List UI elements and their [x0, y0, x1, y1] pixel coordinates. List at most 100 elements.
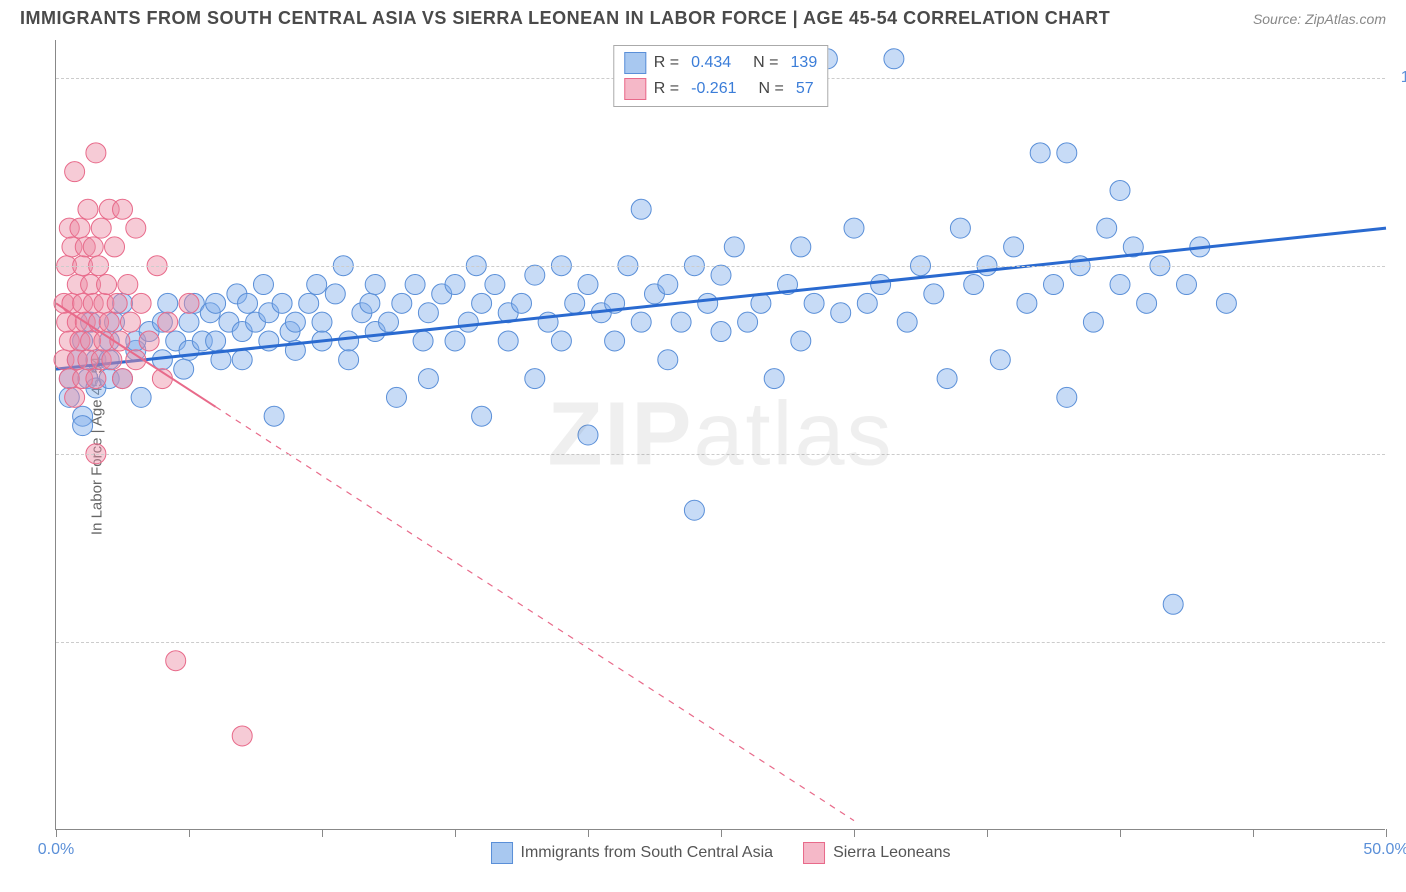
- scatter-point: [658, 350, 678, 370]
- scatter-point: [126, 218, 146, 238]
- scatter-point: [131, 387, 151, 407]
- scatter-point: [65, 162, 85, 182]
- scatter-point: [285, 312, 305, 332]
- scatter-point: [312, 312, 332, 332]
- scatter-point: [791, 237, 811, 257]
- scatter-point: [392, 293, 412, 313]
- scatter-point: [724, 237, 744, 257]
- scatter-point: [97, 275, 117, 295]
- legend-r-value: 0.434: [691, 54, 731, 72]
- scatter-point: [472, 406, 492, 426]
- scatter-point: [70, 218, 90, 238]
- scatter-point: [253, 275, 273, 295]
- scatter-point: [86, 369, 106, 389]
- scatter-point: [764, 369, 784, 389]
- scatter-point: [924, 284, 944, 304]
- x-tick: [854, 829, 855, 837]
- scatter-point: [405, 275, 425, 295]
- legend-swatch: [624, 78, 646, 100]
- scatter-point: [339, 331, 359, 351]
- scatter-point: [1044, 275, 1064, 295]
- x-tick: [588, 829, 589, 837]
- x-tick: [1120, 829, 1121, 837]
- scatter-point: [232, 726, 252, 746]
- scatter-point: [631, 312, 651, 332]
- x-tick: [322, 829, 323, 837]
- legend-item-label: Immigrants from South Central Asia: [521, 844, 774, 862]
- scatter-point: [884, 49, 904, 69]
- scatter-point: [525, 369, 545, 389]
- scatter-point: [658, 275, 678, 295]
- legend-swatch: [803, 842, 825, 864]
- scatter-point: [605, 331, 625, 351]
- scatter-point: [1163, 594, 1183, 614]
- gridline: [56, 454, 1385, 455]
- plot-svg: [56, 40, 1385, 829]
- legend-r-value: -0.261: [691, 80, 736, 98]
- scatter-point: [166, 651, 186, 671]
- scatter-point: [525, 265, 545, 285]
- scatter-point: [578, 425, 598, 445]
- series-legend: Immigrants from South Central AsiaSierra…: [491, 842, 951, 864]
- scatter-point: [1057, 143, 1077, 163]
- x-tick: [189, 829, 190, 837]
- scatter-point: [857, 293, 877, 313]
- scatter-point: [120, 312, 140, 332]
- scatter-point: [791, 331, 811, 351]
- scatter-point: [206, 293, 226, 313]
- scatter-point: [631, 199, 651, 219]
- legend-r-label: R =: [654, 54, 679, 72]
- scatter-point: [684, 500, 704, 520]
- scatter-point: [738, 312, 758, 332]
- scatter-point: [964, 275, 984, 295]
- legend-n-value: 139: [791, 54, 818, 72]
- correlation-legend: R =0.434N =139R =-0.261N =57: [613, 45, 828, 107]
- scatter-point: [113, 199, 133, 219]
- legend-n-label: N =: [759, 80, 784, 98]
- y-tick-label: 100.0%: [1401, 69, 1406, 87]
- scatter-point: [365, 275, 385, 295]
- legend-row: R =-0.261N =57: [624, 76, 817, 102]
- scatter-point: [1177, 275, 1197, 295]
- scatter-point: [86, 143, 106, 163]
- scatter-point: [158, 293, 178, 313]
- scatter-point: [512, 293, 532, 313]
- scatter-point: [139, 331, 159, 351]
- scatter-point: [206, 331, 226, 351]
- scatter-point: [804, 293, 824, 313]
- scatter-point: [299, 293, 319, 313]
- scatter-point: [413, 331, 433, 351]
- scatter-point: [418, 369, 438, 389]
- scatter-point: [107, 293, 127, 313]
- scatter-point: [105, 237, 125, 257]
- scatter-point: [158, 312, 178, 332]
- source-label: Source: ZipAtlas.com: [1253, 11, 1386, 27]
- legend-r-label: R =: [654, 80, 679, 98]
- chart-plot-area: ZIPatlas R =0.434N =139R =-0.261N =57 Im…: [55, 40, 1385, 830]
- legend-n-label: N =: [753, 54, 778, 72]
- legend-row: R = 0.434 N = 139: [624, 50, 817, 76]
- trend-line-extrapolated: [216, 407, 854, 821]
- scatter-point: [551, 331, 571, 351]
- x-tick-label: 0.0%: [38, 841, 74, 859]
- scatter-point: [472, 293, 492, 313]
- scatter-point: [379, 312, 399, 332]
- scatter-point: [485, 275, 505, 295]
- scatter-point: [1004, 237, 1024, 257]
- scatter-point: [1083, 312, 1103, 332]
- scatter-point: [83, 237, 103, 257]
- x-tick-label: 50.0%: [1363, 841, 1406, 859]
- scatter-point: [99, 312, 119, 332]
- scatter-point: [1017, 293, 1037, 313]
- scatter-point: [831, 303, 851, 323]
- scatter-point: [232, 350, 252, 370]
- scatter-point: [565, 293, 585, 313]
- scatter-point: [418, 303, 438, 323]
- chart-title: IMMIGRANTS FROM SOUTH CENTRAL ASIA VS SI…: [20, 8, 1110, 29]
- scatter-point: [698, 293, 718, 313]
- legend-swatch: [491, 842, 513, 864]
- scatter-point: [73, 416, 93, 436]
- scatter-point: [711, 322, 731, 342]
- scatter-point: [325, 284, 345, 304]
- scatter-point: [1030, 143, 1050, 163]
